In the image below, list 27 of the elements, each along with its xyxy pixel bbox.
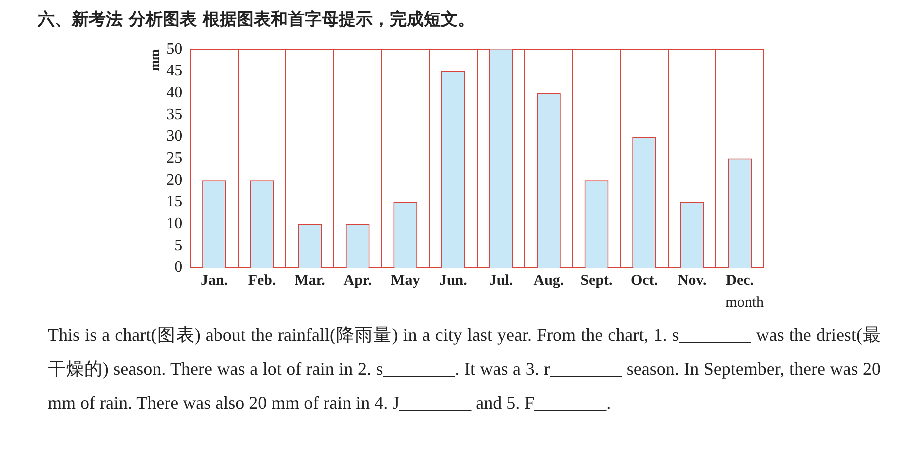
x-tick-label: Jun. [439, 272, 468, 289]
y-tick-label: 50 [166, 40, 183, 58]
x-axis-title: month [726, 294, 764, 311]
x-tick-label: Dec. [726, 272, 754, 289]
x-tick-label: May [391, 272, 421, 289]
y-tick-label: 0 [174, 259, 183, 276]
x-tick-label: Oct. [631, 272, 658, 289]
x-tick-label: Nov. [678, 272, 707, 289]
x-tick-label: Sept. [580, 272, 614, 289]
y-tick-label: 15 [166, 194, 183, 211]
x-tick-label: Mar. [294, 272, 326, 289]
text: This is a chart(图表) about the rainfall(降雨量) in a city last year. From the chart, 1. s________ was the driest(最干燥的) season. There was a lot of rain in 2. s________. It was a 3. r________ season. In September, there was 20 mm of rain. There was also 20 mm of rain in 4. J________ and 5. F________. [48, 324, 881, 415]
y-tick-label: 5 [174, 237, 183, 254]
y-tick-label: 35 [166, 106, 183, 124]
chart-title: 六、新考法 分析图表 根据图表和首字母提示，完成短文。 [38, 9, 476, 31]
y-axis-title: mm [147, 49, 162, 72]
y-tick-label: 20 [166, 172, 183, 189]
y-tick-label: 25 [166, 150, 183, 168]
x-tick-label: Feb. [248, 272, 276, 289]
x-tick-label: Jul. [489, 272, 514, 289]
x-tick-label: Aug. [534, 272, 564, 289]
y-tick-label: 10 [166, 216, 183, 233]
x-tick-label: Apr. [344, 272, 372, 289]
y-tick-label: 30 [166, 128, 183, 146]
y-tick-label: 45 [166, 62, 183, 80]
y-tick-label: 40 [166, 84, 183, 102]
x-tick-label: Jan. [200, 272, 228, 289]
